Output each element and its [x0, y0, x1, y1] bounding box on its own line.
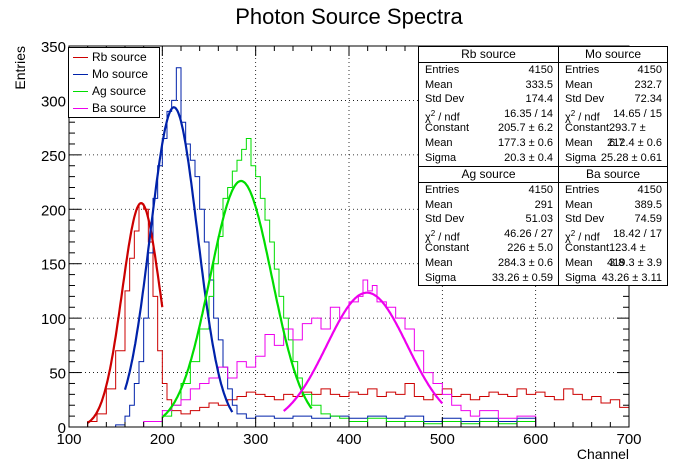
fit-curve-rb-source [87, 201, 164, 424]
stats-std-dev: 74.59 [634, 213, 662, 226]
stats-constant: 293.7 ± 6.7 [609, 122, 646, 149]
legend-item-ba: Ba source [69, 100, 159, 117]
stats-title: Ba source [559, 167, 667, 183]
x-tick-label: 700 [616, 431, 641, 448]
stats-title: Mo source [559, 47, 667, 63]
stats-fit-mean: 419.3 ± 3.9 [607, 256, 662, 269]
stats-std-dev: 51.03 [525, 213, 553, 226]
x-tick-label: 600 [523, 431, 548, 448]
y-tick-label: 0 [58, 420, 66, 437]
stats-title: Ag source [419, 167, 558, 183]
y-tick-label: 200 [41, 202, 66, 219]
x-tick-label: 500 [430, 431, 455, 448]
stats-box-rb: Rb source Entries 4150 Mean 333.5 Std Dev 1… [418, 46, 559, 167]
y-axis-label: Entries [12, 46, 28, 90]
legend-swatch-rb [73, 57, 88, 58]
stats-entries: 4150 [637, 64, 662, 76]
histogram-ag-source [69, 138, 537, 428]
legend-label-ba: Ba source [92, 101, 147, 115]
chart-title: Photon Source Spectra [235, 4, 463, 29]
stats-constant: 226 ± 5.0 [507, 242, 553, 255]
y-tick-label: 250 [41, 148, 66, 165]
fit-curve-ag-source [161, 179, 313, 418]
stats-box-mo: Mo source Entries 4150 Mean 232.7 Std Dev 7… [558, 46, 668, 167]
fit-curve-ba-source [283, 291, 444, 412]
stats-entries: 4150 [637, 184, 662, 196]
y-tick-label: 100 [41, 311, 66, 328]
legend: Rb source Mo source Ag source Ba source [68, 47, 160, 118]
fit-curve-mo-source [123, 106, 234, 413]
stats-chi2: 18.42 / 17 [613, 227, 662, 240]
stats-fit-mean: 212.4 ± 0.6 [607, 136, 662, 149]
legend-label-rb: Rb source [92, 50, 147, 64]
stats-chi2: 46.26 / 27 [504, 227, 553, 240]
stats-fit-mean: 284.3 ± 0.6 [498, 256, 553, 269]
stats-entries: 4150 [528, 64, 553, 76]
stats-mean: 389.5 [634, 198, 662, 211]
stats-mean: 333.5 [525, 78, 553, 91]
stats-std-dev: 72.34 [634, 93, 662, 106]
y-tick-label: 150 [41, 257, 66, 274]
x-axis-label: Channel [577, 446, 629, 462]
stats-sigma: 43.26 ± 3.11 [601, 271, 662, 284]
stats-sigma: 20.3 ± 0.4 [504, 151, 553, 164]
stats-fit-mean: 177.3 ± 0.6 [498, 136, 553, 149]
stats-std-dev: 174.4 [525, 93, 553, 106]
stats-sigma: 25.28 ± 0.61 [600, 151, 662, 164]
x-tick-label: 400 [336, 431, 361, 448]
y-tick-label: 50 [49, 366, 66, 383]
histogram-mo-source [69, 67, 537, 428]
legend-label-ag: Ag source [92, 84, 147, 98]
x-tick-label: 200 [150, 431, 175, 448]
x-tick-label: 300 [243, 431, 268, 448]
legend-item-ag: Ag source [69, 83, 159, 100]
legend-item-rb: Rb source [69, 49, 159, 66]
x-tick-label: 100 [56, 431, 81, 448]
legend-swatch-ba [73, 108, 88, 109]
legend-item-mo: Mo source [69, 66, 159, 83]
stats-sigma: 33.26 ± 0.59 [491, 271, 553, 284]
legend-swatch-mo [73, 74, 88, 75]
stats-box-ba: Ba source Entries 4150 Mean 389.5 Std Dev 7… [558, 166, 668, 286]
histogram-ba-source [69, 279, 537, 428]
stats-mean: 232.7 [634, 78, 662, 91]
stats-chi2: 14.65 / 15 [613, 107, 662, 120]
stats-constant: 123.4 ± 3.8 [609, 242, 646, 269]
y-tick-label: 350 [41, 39, 66, 56]
stats-chi2: 16.35 / 14 [504, 107, 553, 120]
stats-title: Rb source [419, 47, 558, 63]
stats-entries: 4150 [528, 184, 553, 196]
stats-constant: 205.7 ± 6.2 [498, 122, 553, 135]
y-tick-label: 300 [41, 93, 66, 110]
stats-mean: 291 [534, 198, 553, 211]
stats-box-ag: Ag source Entries 4150 Mean 291 Std Dev 51.… [418, 166, 559, 286]
legend-label-mo: Mo source [92, 67, 149, 81]
legend-swatch-ag [73, 91, 88, 92]
